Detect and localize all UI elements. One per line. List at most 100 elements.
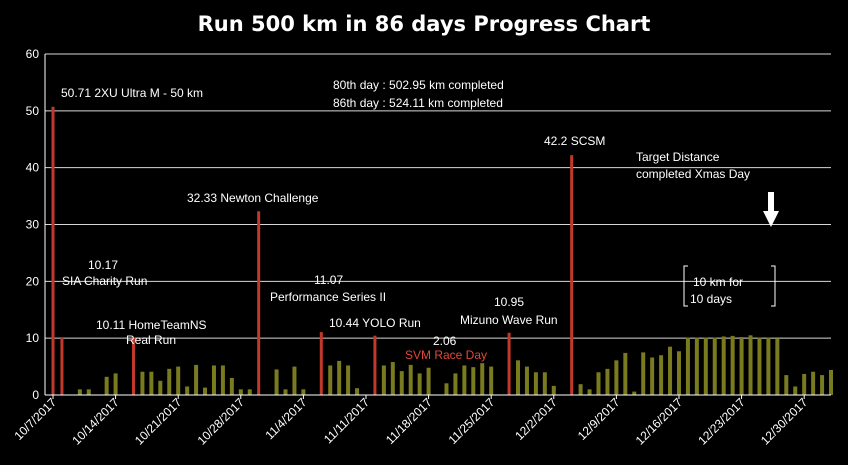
annotation-tenkm-line2: 10 days [690,292,732,306]
gridlines [45,53,831,339]
bar [346,365,351,395]
bar [373,335,377,395]
bar [86,389,91,395]
bar [319,332,323,395]
bar [283,389,288,395]
x-tick-label: 10/14/2017 [69,395,122,448]
annotation-mizuno: Mizuno Wave Run [460,313,558,327]
x-tick-label: 10/21/2017 [132,395,185,448]
bars [51,106,833,396]
bar [587,389,592,395]
x-tick-label: 11/25/2017 [446,395,498,447]
x-tick-label: 12/16/2017 [633,395,686,448]
bar [390,362,395,395]
bar [524,366,529,395]
bar [453,373,458,395]
bar [426,367,431,395]
x-tick-label: 11/18/2017 [383,395,435,447]
down-arrow-icon [763,192,779,227]
bar [605,368,610,395]
bar [194,364,199,395]
bracket-left [683,265,688,307]
bar [542,372,547,395]
bar [694,337,699,395]
annotation-home: 10.11 HomeTeamNS [96,318,207,332]
y-tick-label: 10 [26,331,40,345]
bar [712,337,717,395]
axes [44,54,831,396]
bar [113,373,118,395]
bar [229,377,234,395]
annotation-tenkm-line1: 10 km for [693,275,743,289]
annotation-ultra: 50.71 2XU Ultra M - 50 km [61,86,203,100]
bar [60,337,64,395]
bar [703,337,708,395]
bar [301,389,306,395]
bar [355,388,360,395]
bar [578,384,583,395]
y-tick-label: 20 [26,274,40,288]
bar [739,337,744,395]
bar [77,389,82,395]
bar [337,360,342,395]
x-tick-label: 11/4/2017 [262,395,309,442]
x-tick-label: 12/30/2017 [758,395,811,448]
bar [176,366,181,395]
bar [659,355,664,395]
bar [766,337,771,395]
x-tick-label: 12/2/2017 [512,395,560,443]
annotation-perf: Performance Series II [270,290,386,304]
bar [685,337,690,395]
bar [748,335,753,395]
annotation-svm-value: 2.06 [433,334,457,348]
bar [220,365,225,395]
bar [730,335,735,395]
y-tick-label: 30 [26,218,40,232]
bar [820,375,825,395]
bar [784,375,789,395]
annotation-perf-value: 11.07 [314,273,343,287]
bar [614,360,619,395]
annotation-mizuno-value: 10.95 [494,295,524,309]
bar [829,369,833,395]
y-tick-label: 0 [32,388,39,402]
bar [408,364,413,395]
bar [140,371,145,395]
x-tick-label: 10/7/2017 [11,395,59,443]
bar [489,366,494,395]
bar [444,383,449,395]
bar [247,389,252,395]
bar [650,357,655,395]
bar [399,371,404,395]
bar [185,386,190,395]
y-tick-label: 40 [26,161,40,175]
bar [676,351,681,395]
x-axis-ticks: 10/7/2017 10/14/2017 10/21/2017 10/28/2017 1… [11,395,810,448]
bar [641,352,646,396]
bar [775,338,780,395]
bracket-right [771,265,776,307]
bar [802,373,807,395]
bar [104,376,109,395]
y-tick-label: 60 [26,47,40,61]
annotation-sia-value: 10.17 [88,258,118,272]
annotation-svm: SVM Race Day [405,348,487,362]
bar [811,371,816,395]
annotation-day86: 86th day : 524.11 km completed [333,96,503,110]
bar [328,365,333,395]
annotation-target-line2: completed Xmas Day [636,167,750,181]
bar [238,389,243,395]
bar [596,372,601,395]
bar [480,363,485,395]
bar [471,367,476,395]
bar [793,386,798,395]
bar [632,391,637,395]
bar [533,372,538,395]
annotation-sia: SIA Charity Run [62,274,147,288]
bar [570,155,574,395]
annotation-yolo: 10.44 YOLO Run [329,316,421,330]
bar [381,365,386,395]
annotation-scsm: 42.2 SCSM [544,134,605,148]
bar [158,380,163,395]
